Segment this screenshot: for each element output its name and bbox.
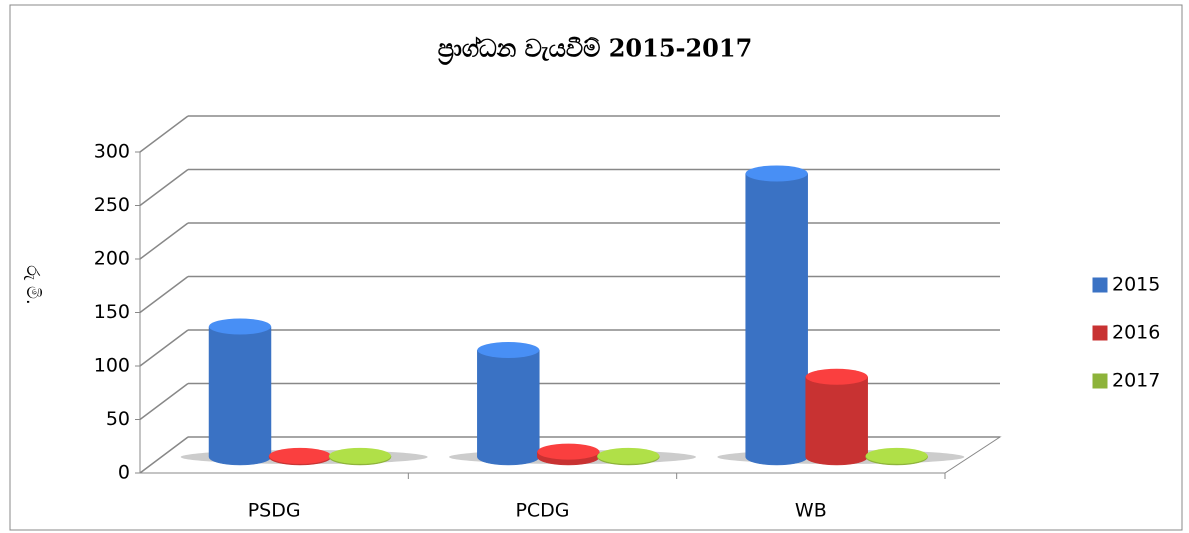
grid-line: [139, 329, 189, 367]
legend-swatch: [1092, 277, 1108, 293]
legend-label: 2017: [1112, 370, 1160, 392]
legend-swatch: [1092, 373, 1108, 389]
bar: [745, 173, 808, 466]
legend-label: 2015: [1112, 274, 1160, 296]
bar: [805, 376, 868, 466]
bar: [477, 349, 540, 466]
bar-top: [477, 342, 540, 358]
grid-line: [139, 275, 189, 314]
bar-top: [209, 318, 271, 335]
x-tick-label: WB: [795, 500, 827, 522]
y-axis-label: රු මි.: [22, 265, 43, 304]
legend-label: 2016: [1112, 322, 1160, 344]
bar-top: [805, 368, 868, 385]
legend-swatch: [1092, 325, 1108, 341]
x-tick-label: PSDG: [248, 500, 301, 522]
y-tick-label: 100: [94, 355, 130, 377]
grid-line: [139, 222, 189, 260]
bar-top: [745, 165, 808, 182]
chart-border: [9, 4, 1183, 531]
bar-top: [597, 447, 660, 464]
grid-line: [139, 382, 189, 421]
y-tick-label: 150: [94, 301, 130, 323]
bar-top: [329, 447, 391, 464]
x-tick-label: PCDG: [515, 500, 569, 522]
bar: [208, 326, 272, 466]
y-tick-label: 50: [106, 408, 130, 430]
bar-top: [537, 443, 600, 460]
bar-top: [269, 447, 331, 464]
y-tick-label: 0: [118, 462, 130, 484]
grid-line: [139, 115, 189, 153]
bar-top: [865, 447, 928, 464]
y-tick-label: 200: [94, 248, 130, 270]
y-tick-label: 300: [94, 141, 130, 163]
grid-line: [139, 168, 189, 207]
y-tick-label: 250: [94, 194, 130, 216]
grid-line: [139, 436, 189, 474]
chart-title: ප්‍රාග්ධන වැයවීම් 2015-2017: [438, 34, 753, 65]
